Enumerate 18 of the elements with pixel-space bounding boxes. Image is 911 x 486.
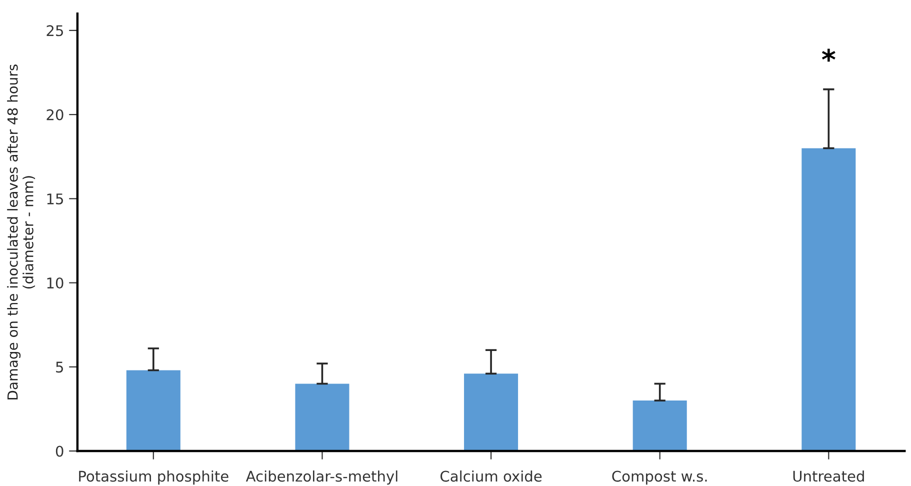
x-tick-label: Acibenzolar-s-methyl (246, 470, 398, 485)
y-tick-label: 0 (56, 446, 64, 457)
y-tick-label: 10 (47, 277, 64, 289)
bar (295, 384, 350, 452)
y-tick-label: 5 (56, 362, 63, 373)
bar (126, 370, 180, 452)
x-tick-label: Compost w.s. (612, 470, 707, 485)
bar (632, 400, 687, 452)
y-tick-label: 15 (47, 194, 63, 204)
bar (802, 148, 856, 452)
x-tick-label: Potassium phosphite (79, 470, 228, 485)
y-tick-label: 20 (46, 109, 64, 120)
y-axis-title: Damage on the inoculated leaves after 48 hours (diameter - mm) (7, 64, 36, 400)
annotation: * (822, 48, 836, 62)
y-tick-label: 25 (46, 25, 63, 36)
x-tick-label: Untreated (793, 470, 864, 482)
bar (464, 374, 518, 452)
x-tick-label: Calcium oxide (440, 470, 542, 482)
